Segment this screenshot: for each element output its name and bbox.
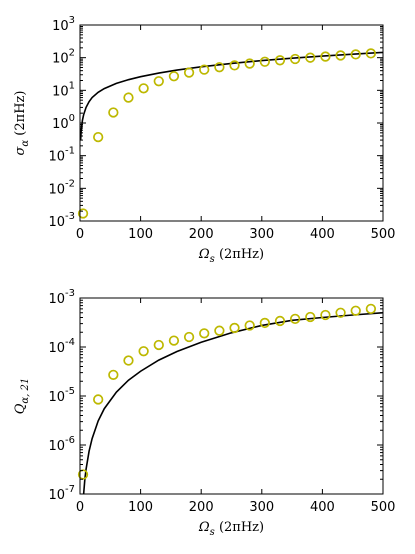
- y-tick-label: 10-6: [48, 435, 75, 454]
- x-axis-label: Ωs (2πHz): [198, 247, 264, 265]
- data-point: [214, 325, 225, 336]
- data-point: [229, 322, 240, 334]
- data-point: [153, 76, 164, 87]
- y-tick-label: 10-7: [48, 484, 75, 503]
- data-point: [289, 53, 301, 65]
- x-tick-label: 100: [128, 500, 153, 515]
- y-tick-label: 102: [52, 48, 75, 67]
- x-tick-label: 400: [310, 500, 335, 515]
- data-point: [199, 328, 210, 339]
- data-point: [274, 315, 286, 327]
- data-point: [168, 71, 180, 82]
- x-tick-label: 0: [76, 500, 84, 515]
- x-tick-label: 300: [249, 500, 274, 515]
- chart-panel-q: 0 100 200 300 400 500 10-7 10-6 10-5 10-4 10-3 Ωs (…: [13, 288, 395, 538]
- x-tick-label: 200: [189, 227, 214, 242]
- y-tick-label: 100: [52, 113, 75, 132]
- data-point: [123, 92, 134, 103]
- data-point: [183, 67, 195, 78]
- series-line: [80, 51, 383, 141]
- y-tick-label: 10-5: [48, 386, 75, 405]
- data-point: [305, 52, 316, 63]
- data-point: [335, 307, 346, 318]
- data-point: [93, 394, 104, 405]
- y-tick-label: 101: [52, 80, 75, 99]
- data-point: [305, 311, 316, 323]
- x-tick-label: 100: [128, 227, 153, 242]
- data-point: [183, 331, 195, 343]
- data-point: [289, 313, 301, 325]
- data-point: [365, 48, 377, 59]
- data-point: [320, 309, 331, 321]
- data-point: [77, 469, 89, 480]
- data-point: [259, 317, 270, 329]
- y-axis-label: Qα, 21: [13, 378, 31, 415]
- chart-panel-sigma: 0 100 200 300 400 500 10-3 10-2 10-1 100 101 102 103…: [13, 15, 395, 265]
- data-point: [320, 51, 331, 62]
- plot-frame: [79, 297, 384, 495]
- y-axis-label: σα (2πHz): [13, 91, 31, 156]
- data-point: [229, 60, 240, 71]
- series-line: [82, 311, 383, 494]
- data-point: [335, 50, 346, 61]
- data-point: [350, 305, 361, 316]
- data-point: [138, 346, 149, 357]
- data-point: [365, 303, 377, 315]
- y-tick-label: 103: [52, 15, 75, 34]
- data-point: [168, 335, 180, 346]
- y-tick-label: 10-1: [48, 146, 75, 165]
- data-point: [108, 369, 119, 381]
- data-point: [259, 56, 270, 67]
- x-tick-label: 200: [189, 500, 214, 515]
- x-tick-label: 0: [76, 227, 84, 242]
- data-point: [108, 107, 119, 118]
- data-point: [244, 58, 255, 69]
- data-point: [93, 131, 104, 143]
- data-point: [214, 62, 225, 73]
- x-tick-label: 500: [371, 500, 396, 515]
- data-point: [274, 55, 286, 66]
- y-tick-label: 10-4: [48, 337, 75, 356]
- data-point: [123, 355, 134, 366]
- x-tick-label: 300: [249, 227, 274, 242]
- data-point: [138, 83, 149, 94]
- y-tick-label: 10-2: [48, 178, 75, 197]
- data-point: [153, 339, 164, 351]
- data-point: [350, 49, 361, 60]
- data-point: [77, 208, 89, 219]
- x-tick-label: 500: [371, 227, 396, 242]
- x-tick-label: 400: [310, 227, 335, 242]
- data-point: [199, 64, 210, 75]
- data-point: [244, 320, 255, 331]
- x-axis-label: Ωs (2πHz): [198, 520, 264, 538]
- y-tick-label: 10-3: [48, 211, 75, 230]
- y-tick-label: 10-3: [48, 288, 75, 307]
